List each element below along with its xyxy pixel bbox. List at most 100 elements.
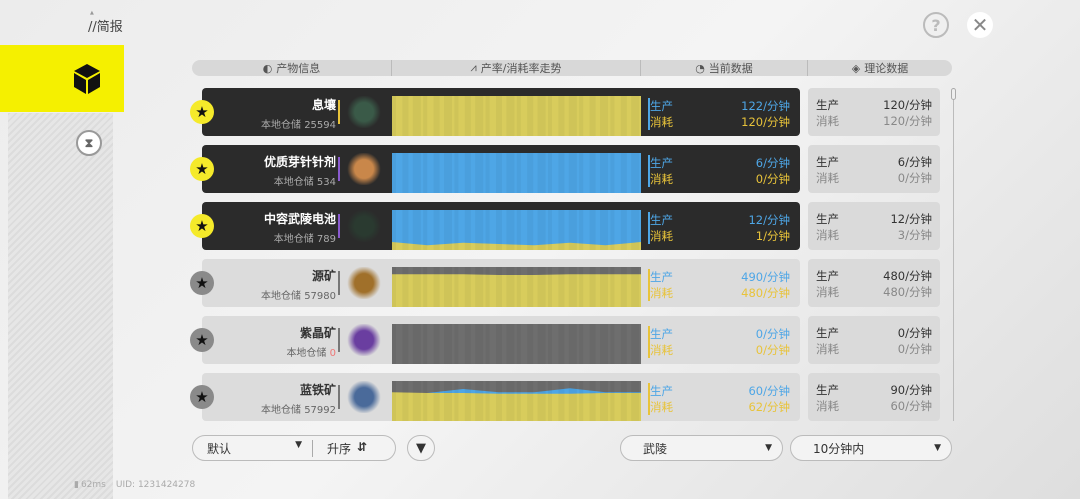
chart-stripe	[423, 153, 428, 193]
chart-stripe	[579, 324, 584, 364]
chart-stripe	[548, 381, 552, 421]
chart-stripe	[568, 210, 577, 250]
favorite-toggle[interactable]: ★	[190, 214, 214, 238]
chart-stripe	[506, 96, 515, 136]
line-chart-icon: ⩘	[470, 61, 477, 74]
chart-stripe	[464, 153, 471, 193]
chart-stripe	[620, 381, 627, 421]
chart-stripe	[464, 324, 471, 364]
filter-button[interactable]: ▼	[407, 435, 435, 461]
chart-stripe	[464, 381, 471, 421]
chart-stripe	[475, 210, 484, 250]
favorite-toggle[interactable]: ★	[190, 271, 214, 295]
product-row[interactable]: ★ 蓝铁矿 本地仓储 57992 生产 60/分钟 消耗 62/分钟	[190, 373, 800, 421]
current-consume: 0/分钟	[755, 172, 790, 186]
help-button[interactable]: ?	[923, 12, 949, 38]
divider	[338, 271, 340, 295]
sidebar-item-products[interactable]	[0, 45, 124, 112]
theory-data: 生产 480/分钟 消耗 480/分钟	[808, 259, 940, 307]
favorite-toggle[interactable]: ★	[190, 157, 214, 181]
product-row[interactable]: ★ 源矿 本地仓储 57980 生产 490/分钟 消耗 480/分钟	[190, 259, 800, 307]
stock: 本地仓储 789	[222, 230, 336, 245]
produce-label: 生产	[650, 99, 673, 113]
chart-stripe	[516, 96, 521, 136]
chart-stripe	[392, 210, 396, 250]
produce-label: 生产	[816, 269, 839, 283]
item-icon	[347, 96, 381, 128]
divider	[338, 328, 340, 352]
chart-stripe	[444, 381, 452, 421]
chart-stripe	[392, 381, 396, 421]
product-info: 蓝铁矿 本地仓储 57992	[222, 381, 336, 416]
chart-stripe	[506, 153, 515, 193]
chart-stripe	[496, 210, 502, 250]
chart-stripe	[412, 267, 421, 307]
chart-stripe	[475, 324, 484, 364]
consume-area	[392, 274, 641, 307]
product-row[interactable]: ★ 紫晶矿 本地仓储 0 生产 0/分钟 消耗 0/分钟	[190, 316, 800, 364]
favorite-toggle[interactable]: ★	[190, 385, 214, 409]
chart-stripe	[579, 267, 584, 307]
produce-label: 生产	[816, 326, 839, 340]
theory-produce: 90/分钟	[890, 383, 932, 397]
trend-chart	[392, 381, 641, 421]
chart-stripe	[506, 267, 515, 307]
scroll-thumb[interactable]	[951, 88, 956, 100]
stock-value: 57980	[304, 291, 336, 302]
current-consume: 120/分钟	[741, 115, 790, 129]
col-trend: ⩘ 产率/消耗率走势	[392, 60, 641, 76]
chart-stripe	[402, 96, 409, 136]
chart-stripe	[444, 96, 452, 136]
product-row[interactable]: ★ 中容武陵电池 本地仓储 789 生产 12/分钟 消耗 1/分钟	[190, 202, 800, 250]
chart-stripe	[454, 153, 459, 193]
produce-area	[392, 153, 641, 193]
chart-stripe	[610, 96, 615, 136]
product-info: 源矿 本地仓储 57980	[222, 267, 336, 302]
product-row[interactable]: ★ 息壤 本地仓储 25594 生产 122/分钟 消耗 120/分钟	[190, 88, 800, 136]
product-row[interactable]: ★ 优质芽针针剂 本地仓储 534 生产 6/分钟 消耗 0/分钟	[190, 145, 800, 193]
chart-stripe	[454, 96, 459, 136]
time-range-dropdown[interactable]: 10分钟内 ▼	[790, 435, 952, 461]
produce-label: 生产	[650, 384, 673, 398]
logo-mark: ▲	[90, 10, 95, 16]
chart-stripe	[589, 381, 596, 421]
stock: 本地仓储 57980	[222, 287, 336, 302]
stock-label: 本地仓储	[261, 405, 301, 416]
col-info: ◐ 产物信息	[192, 60, 392, 76]
close-button[interactable]: ✕	[967, 12, 993, 38]
chart-stripe	[402, 153, 409, 193]
chart-stripe	[558, 96, 565, 136]
consume-label: 消耗	[650, 172, 673, 186]
sidebar	[8, 113, 113, 499]
order-button[interactable]: 升序 ⇵	[313, 440, 367, 457]
sort-control: 默认 ▼ 升序 ⇵	[192, 435, 396, 461]
sort-dropdown[interactable]: 默认 ▼	[193, 439, 313, 457]
chart-stripe	[631, 210, 640, 250]
chart-stripe	[610, 324, 615, 364]
region-dropdown[interactable]: 武陵 ▼	[620, 435, 783, 461]
stock-label: 本地仓储	[273, 177, 314, 188]
favorite-toggle[interactable]: ★	[190, 328, 214, 352]
chart-stripe	[485, 210, 490, 250]
page-title: //简报	[88, 20, 123, 35]
chart-stripe	[423, 324, 428, 364]
item-icon	[347, 381, 381, 413]
chart-stripe	[527, 381, 534, 421]
stock: 本地仓储 57992	[222, 401, 336, 416]
product-name: 蓝铁矿	[299, 383, 336, 397]
scrollbar[interactable]	[951, 88, 957, 421]
star-icon: ★	[195, 388, 209, 406]
chart-stripe	[558, 210, 565, 250]
sidebar-item-secondary[interactable]: ⧗	[76, 130, 102, 156]
consume-area	[392, 392, 641, 421]
current-consume: 0/分钟	[755, 343, 790, 357]
theory-consume: 60/分钟	[890, 399, 932, 413]
chart-stripe	[454, 210, 459, 250]
theory-data: 生产 12/分钟 消耗 3/分钟	[808, 202, 940, 250]
favorite-toggle[interactable]: ★	[190, 100, 214, 124]
chart-stripe	[579, 96, 584, 136]
chart-stripe	[433, 267, 440, 307]
chart-stripe	[548, 96, 552, 136]
chart-stripe	[610, 210, 615, 250]
chevron-down-icon: ▼	[934, 443, 941, 453]
